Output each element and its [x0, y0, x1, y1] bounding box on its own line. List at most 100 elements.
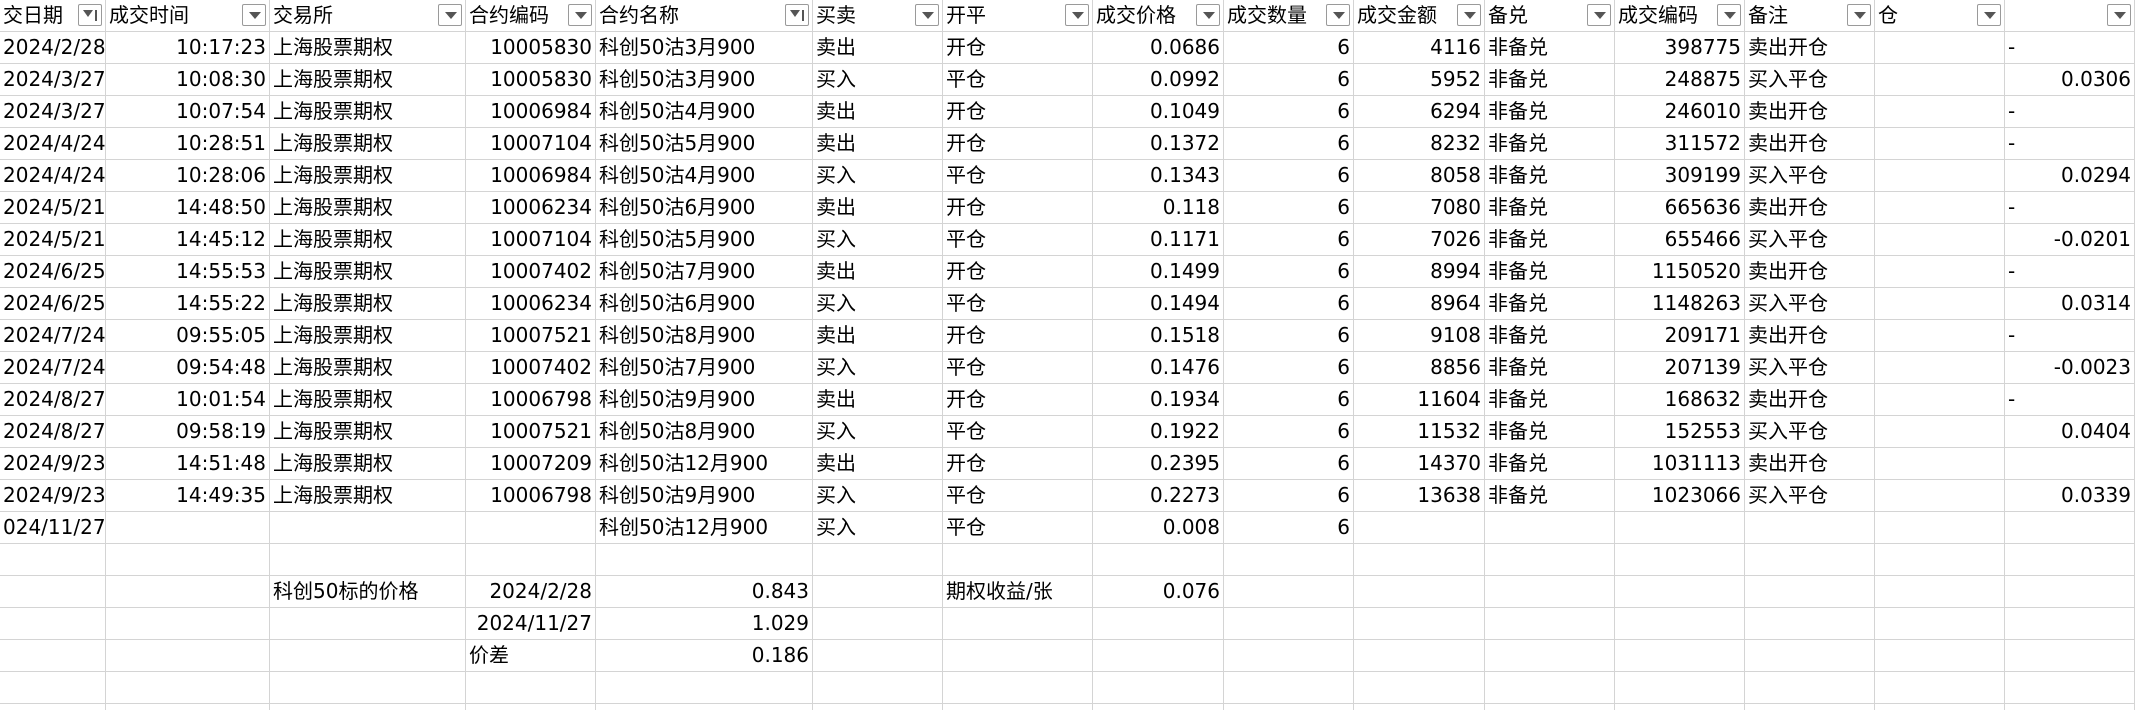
data-cell: 买入 — [813, 480, 943, 512]
data-cell: 上海股票期权 — [270, 480, 466, 512]
empty-cell — [1485, 704, 1615, 710]
data-cell: 平仓 — [943, 480, 1093, 512]
data-cell: 科创50沽5月900 — [596, 224, 813, 256]
filter-button[interactable] — [242, 4, 266, 26]
data-cell: 10:17:23 — [106, 32, 270, 64]
data-cell: 上海股票期权 — [270, 416, 466, 448]
header-cell: 备注 — [1745, 0, 1875, 32]
data-cell: - — [2005, 320, 2135, 352]
data-cell: - — [2005, 256, 2135, 288]
empty-cell — [106, 608, 270, 640]
data-cell: 科创50沽9月900 — [596, 384, 813, 416]
data-cell: 0.1499 — [1093, 256, 1224, 288]
header-cell: 交易所 — [270, 0, 466, 32]
data-cell: 卖出开仓 — [1745, 96, 1875, 128]
filter-button[interactable] — [438, 4, 462, 26]
data-cell: 6 — [1224, 416, 1354, 448]
data-cell: 14370 — [1354, 448, 1485, 480]
data-cell: 665636 — [1615, 192, 1745, 224]
empty-cell — [596, 704, 813, 710]
empty-cell — [1745, 704, 1875, 710]
filter-button[interactable] — [915, 4, 939, 26]
data-cell: 科创50沽8月900 — [596, 416, 813, 448]
empty-cell — [1485, 512, 1615, 544]
data-cell: 8964 — [1354, 288, 1485, 320]
data-cell: 卖出 — [813, 192, 943, 224]
empty-cell — [1485, 672, 1615, 704]
data-cell: 14:55:53 — [106, 256, 270, 288]
filter-button[interactable] — [1587, 4, 1611, 26]
empty-cell — [1093, 544, 1224, 576]
data-cell: 卖出开仓 — [1745, 256, 1875, 288]
data-cell: 非备兑 — [1485, 224, 1615, 256]
empty-cell — [1745, 544, 1875, 576]
data-cell: 卖出 — [813, 448, 943, 480]
empty-cell — [2005, 672, 2135, 704]
data-cell: 13638 — [1354, 480, 1485, 512]
data-cell: 卖出开仓 — [1745, 448, 1875, 480]
filter-button[interactable] — [568, 4, 592, 26]
filter-button[interactable] — [1977, 4, 2001, 26]
data-cell: 科创50沽3月900 — [596, 32, 813, 64]
empty-cell — [0, 672, 106, 704]
data-cell: 2024/8/27 — [0, 384, 106, 416]
data-cell: 科创50沽9月900 — [596, 480, 813, 512]
data-cell: 2024/9/23 — [0, 480, 106, 512]
empty-cell — [1875, 64, 2005, 96]
filter-button[interactable] — [1457, 4, 1481, 26]
data-cell: 科创50沽4月900 — [596, 96, 813, 128]
empty-cell — [1875, 640, 2005, 672]
data-cell: 0.0294 — [2005, 160, 2135, 192]
data-cell: 09:58:19 — [106, 416, 270, 448]
data-cell: 246010 — [1615, 96, 1745, 128]
header-cell: 合约编码 — [466, 0, 596, 32]
data-cell: 卖出 — [813, 96, 943, 128]
data-cell: 0.2273 — [1093, 480, 1224, 512]
empty-cell — [943, 544, 1093, 576]
data-cell: 平仓 — [943, 224, 1093, 256]
data-cell: 买入 — [813, 512, 943, 544]
empty-cell — [813, 608, 943, 640]
filter-button[interactable] — [785, 4, 809, 26]
data-cell: 买入 — [813, 224, 943, 256]
empty-cell — [1875, 576, 2005, 608]
empty-cell — [813, 704, 943, 710]
filter-button[interactable] — [78, 4, 102, 26]
summary-cell: 2024/11/27 — [466, 608, 596, 640]
data-cell: 2024/6/25 — [0, 288, 106, 320]
filter-button[interactable] — [1326, 4, 1350, 26]
data-cell: 152553 — [1615, 416, 1745, 448]
data-cell: 科创50沽3月900 — [596, 64, 813, 96]
filter-button[interactable] — [1717, 4, 1741, 26]
data-cell: 开仓 — [943, 320, 1093, 352]
data-cell: 上海股票期权 — [270, 256, 466, 288]
data-cell: 10:07:54 — [106, 96, 270, 128]
data-cell: 6 — [1224, 64, 1354, 96]
data-cell: 14:48:50 — [106, 192, 270, 224]
data-cell: 买入平仓 — [1745, 480, 1875, 512]
empty-cell — [1615, 640, 1745, 672]
empty-cell — [1745, 608, 1875, 640]
data-cell: 10007104 — [466, 128, 596, 160]
data-cell: 11532 — [1354, 416, 1485, 448]
filter-button[interactable] — [1196, 4, 1220, 26]
empty-cell — [1615, 544, 1745, 576]
empty-cell — [2005, 608, 2135, 640]
filter-button[interactable] — [1065, 4, 1089, 26]
data-cell: 买入平仓 — [1745, 224, 1875, 256]
data-cell: 0.1494 — [1093, 288, 1224, 320]
data-cell: 6 — [1224, 32, 1354, 64]
data-cell: 0.0306 — [2005, 64, 2135, 96]
data-cell: 非备兑 — [1485, 192, 1615, 224]
data-cell: 2024/9/23 — [0, 448, 106, 480]
filter-button[interactable] — [1847, 4, 1871, 26]
data-cell: 024/11/27 — [0, 512, 106, 544]
data-cell: 10007521 — [466, 320, 596, 352]
filter-button[interactable] — [2107, 4, 2131, 26]
header-cell: 交日期 — [0, 0, 106, 32]
data-cell: 2024/6/25 — [0, 256, 106, 288]
empty-cell — [1875, 96, 2005, 128]
data-cell: 4116 — [1354, 32, 1485, 64]
data-cell: 0.1476 — [1093, 352, 1224, 384]
